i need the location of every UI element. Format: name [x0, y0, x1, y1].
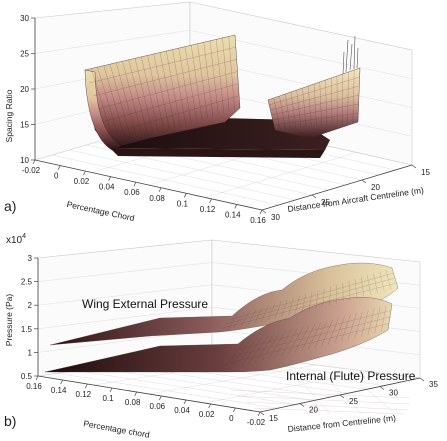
panel-a-x-tick-mark [234, 204, 238, 209]
panel-b-y-tick-mark [299, 403, 305, 407]
panel-a-y-tick-label: 15 [421, 168, 430, 177]
panel-b-z-tick-label: 1 [28, 348, 33, 357]
internal-pressure-surface [44, 297, 393, 373]
panel-a-x-tick-mark [259, 209, 263, 215]
annotation-external-pressure: Wing External Pressure [82, 297, 208, 311]
panel-a-z-tick-label: 15 [20, 121, 29, 130]
panel-a-z-tick-label: 30 [20, 14, 29, 23]
panel-b-z-tick-label: 0.5 [21, 372, 33, 381]
panel-b-x-tick-label: -0.02 [247, 418, 266, 427]
spacing-left-curl [84, 69, 121, 151]
panel-a-x-tick-mark [108, 176, 111, 181]
panel-a-z-tick-label: 10 [20, 156, 29, 165]
spacing-floor-front [110, 148, 325, 158]
panel-a-x-tick-label: 0.02 [74, 177, 90, 186]
panel-b-x-tick-label: 0.14 [51, 386, 67, 395]
panel-b-x-tick-mark [233, 407, 236, 413]
panel-a-x-tick-mark [133, 182, 137, 187]
panel-b-x-tick-mark [208, 403, 211, 409]
panel-b-x-tick-mark [159, 395, 162, 401]
panel-a-x-tick-label: 0.16 [250, 216, 266, 225]
panel-a-x-tick-label: 0 [54, 172, 59, 181]
panel-b-z-tick-label: 2.5 [21, 278, 33, 287]
panel-a-x-tick-mark [184, 193, 187, 198]
panel-a-x-tick-label: 0.08 [149, 194, 165, 203]
panel-b-x-tick-label: 0.02 [199, 410, 215, 419]
panel-a-x-tick-mark [57, 165, 61, 170]
panel-a-y-tick-mark [361, 179, 367, 184]
panel-b-floor-mesh [229, 379, 411, 415]
panel-b-y-tick-mark [379, 386, 385, 390]
panel-b-label: b) [4, 413, 16, 429]
panel-b-x-tick-label: 0 [229, 414, 234, 423]
panel-b-xlabel: Percentage chord [83, 418, 151, 440]
panel-a-z-tick-label: 25 [20, 50, 29, 59]
panel-b-x-tick-label: 0.1 [102, 394, 114, 403]
panel-a-label: a) [4, 198, 16, 214]
panel-a-x-tick-label: 0.1 [177, 199, 189, 208]
panel-b-x-tick-label: 0.08 [125, 398, 141, 407]
panel-b-x-tick-mark [183, 399, 187, 405]
panel-b-x-tick-mark [35, 375, 39, 381]
panel-b-y-tick-label: 25 [349, 397, 358, 406]
panel-a-x-tick-label: 0.14 [225, 210, 241, 219]
panel-a-x-tick-label: 0.04 [99, 183, 115, 192]
panel-b-surface [44, 262, 411, 415]
panel-b-x-tick-label: 0.06 [150, 402, 166, 411]
panel-a-y-tick-label: 30 [271, 213, 280, 222]
panel-b-y-tick-label: 20 [309, 406, 318, 415]
panel-a-surface [84, 34, 361, 158]
panel-a-x-tick-mark [209, 198, 212, 204]
panel-a-z-tick-label: 20 [20, 85, 29, 94]
panel-b-z-tick-label: 1.5 [21, 325, 33, 334]
panel-b-x-tick-mark [60, 379, 63, 385]
spacing-spikes [342, 35, 359, 75]
panel-b-x-tick-mark [257, 411, 261, 417]
panel-b-z-tick-label: 2 [28, 301, 33, 310]
panel-b-y-tick-label: 30 [389, 389, 398, 398]
panel-b-ylabel: Distance from Centreline (m) [287, 413, 396, 434]
panel-b-y-tick-mark [259, 411, 265, 416]
panel-b-y-tick-label: 35 [429, 380, 438, 389]
panel-b: 0.5 1 1.5 2 2.5 3 0.16 0.14 0.12 0.1 0.08 0.06 0.04 0… [4, 233, 438, 440]
panel-a-y-tick-mark [311, 194, 317, 199]
panel-b-multiplier: x104 [6, 233, 26, 246]
panel-a-y-tick-label: 20 [371, 183, 380, 192]
panel-a-xlabel: Percentage Chord [66, 199, 136, 223]
panel-b-x-tick-label: 0.12 [76, 390, 92, 399]
panel-a-x-tick-mark [83, 170, 86, 176]
panel-b-x-tick-mark [85, 383, 88, 389]
panel-a-y-tick-mark [411, 164, 417, 169]
panel-a-x-tick-label: 0.06 [124, 188, 140, 197]
panel-b-x-tick-label: 0.16 [26, 382, 42, 391]
panel-b-x-tick-mark [109, 387, 113, 393]
panel-a-y-tick-mark [261, 209, 267, 214]
panel-a-y-tick-label: 25 [321, 198, 330, 207]
panel-b-y-tick-mark [339, 394, 345, 399]
panel-a-x-tick-label: 0.12 [200, 205, 216, 214]
panel-a-x-tick-mark [158, 187, 162, 192]
panel-b-x-tick-label: 0.04 [174, 406, 190, 415]
panel-a-x-tick-mark [32, 159, 36, 165]
panel-b-x-tick-mark [134, 391, 137, 397]
panel-b-y-tick-label: 15 [269, 414, 278, 423]
panel-a: 10 15 20 25 30 -0.02 0 0.02 0.04 0.06 0.08 0.1 0.12 0… [4, 1, 430, 225]
annotation-internal-pressure: Internal (Flute) Pressure [286, 369, 416, 383]
panel-a-zlabel: Spacing Ratio [4, 89, 14, 142]
panel-a-x-tick-label: -0.02 [22, 166, 41, 175]
panel-b-y-tick-mark [419, 377, 425, 382]
panel-b-zlabel: Pressure (Pa) [4, 294, 14, 347]
panel-b-z-tick-label: 3 [28, 254, 33, 263]
